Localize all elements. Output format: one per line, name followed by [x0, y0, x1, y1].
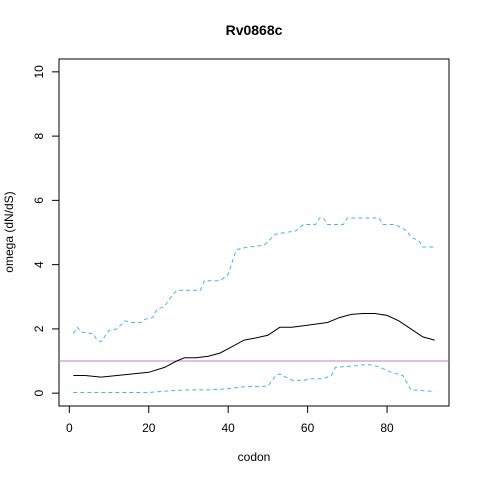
x-tick-label: 20: [142, 421, 156, 435]
x-axis: 0 20 40 60 80: [66, 405, 394, 435]
x-tick-label: 80: [380, 421, 394, 435]
y-tick-label: 8: [32, 132, 46, 139]
x-axis-label: codon: [238, 450, 271, 464]
chart-title: Rv0868c: [226, 22, 283, 38]
x-tick-label: 40: [222, 421, 236, 435]
y-tick-label: 2: [32, 325, 46, 332]
y-tick-label: 10: [32, 65, 46, 79]
x-tick-label: 0: [66, 421, 73, 435]
omega-mean-line: [73, 313, 435, 378]
y-tick-label: 4: [32, 261, 46, 268]
y-axis: 0 2 4 6 8 10: [32, 65, 60, 396]
y-tick-label: 0: [32, 389, 46, 396]
plot-frame: [58, 58, 450, 407]
upper-bound-line: [72, 217, 435, 343]
x-tick-label: 60: [301, 421, 315, 435]
y-tick-label: 6: [32, 197, 46, 204]
series-layer: [72, 217, 435, 393]
y-axis-label: omega (dN/dS): [2, 191, 16, 272]
lower-bound-line: [73, 364, 435, 393]
